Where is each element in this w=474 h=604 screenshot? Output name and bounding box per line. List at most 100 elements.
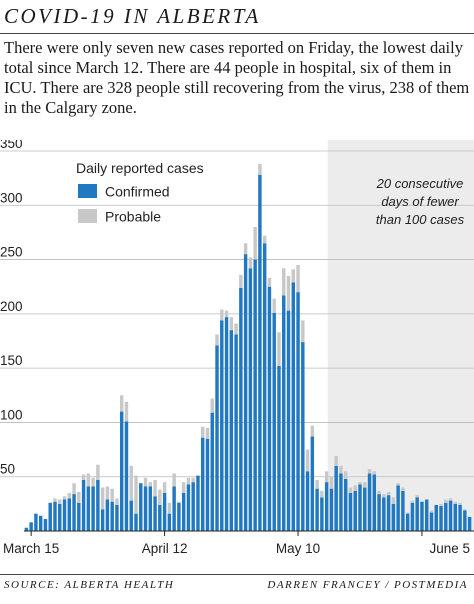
bar-confirmed [229, 330, 234, 531]
bar-probable [158, 489, 162, 505]
bar-probable [177, 501, 181, 503]
legend-label-probable: Probable [105, 209, 161, 225]
bar-confirmed [467, 516, 472, 531]
bar-confirmed [272, 312, 276, 531]
bar-confirmed [38, 515, 43, 531]
bar-confirmed [24, 527, 29, 531]
bar-probable [105, 486, 110, 500]
bar-confirmed [463, 510, 467, 531]
bar-confirmed [58, 503, 62, 531]
bar-probable [262, 235, 267, 244]
bar-confirmed [62, 499, 67, 531]
bar-confirmed [48, 502, 52, 531]
bar-confirmed [143, 486, 148, 531]
bar-probable [186, 477, 191, 485]
bar-probable [448, 498, 453, 501]
bar-confirmed [267, 286, 272, 531]
bar-probable [396, 483, 400, 486]
bar-probable [220, 309, 224, 321]
bar-probable [286, 275, 291, 311]
bar-probable [267, 278, 272, 287]
covid-cases-chart: 50 100 150 200 250 300 350 March 15 April 12 May … [0, 140, 474, 556]
bar-probable [386, 491, 391, 496]
legend-swatch-confirmed [78, 184, 97, 198]
bar-probable [100, 487, 105, 510]
bar-confirmed [201, 437, 205, 531]
bar-probable [129, 465, 133, 501]
annotation-line: 20 consecutive [376, 176, 464, 191]
bar-probable [458, 502, 462, 505]
bar-confirmed [162, 493, 167, 531]
bar-probable [96, 464, 100, 480]
bar-probable [329, 476, 334, 489]
bar-probable [239, 274, 243, 288]
bar-confirmed [86, 486, 91, 531]
bar-confirmed [262, 243, 267, 531]
bar-probable [410, 500, 415, 503]
bar-probable [124, 401, 129, 422]
bar-confirmed [177, 502, 181, 531]
chart-title: COVID-19 IN ALBERTA [4, 4, 261, 28]
bar-probable [320, 490, 324, 498]
bar-probable [77, 491, 81, 503]
bar-confirmed [234, 334, 238, 531]
bar-confirmed [405, 513, 410, 531]
y-tick-label: 250 [0, 245, 23, 260]
bar-confirmed [429, 512, 434, 531]
bar-probable [339, 465, 343, 474]
y-tick-label: 50 [0, 462, 15, 477]
bar-confirmed [334, 465, 338, 531]
bar-confirmed [100, 509, 105, 531]
bar-confirmed [434, 504, 438, 531]
bar-confirmed [315, 488, 319, 531]
bar-confirmed [296, 292, 300, 531]
bar-probable [243, 243, 248, 255]
bar-confirmed [153, 496, 157, 531]
bar-confirmed [53, 501, 57, 531]
bar-confirmed [72, 494, 76, 531]
bar-confirmed [148, 486, 153, 531]
bar-probable [172, 473, 176, 487]
bar-confirmed [291, 282, 295, 531]
bar-probable [348, 487, 353, 493]
bar-probable [382, 494, 386, 498]
x-tick-label: April 12 [142, 541, 188, 556]
bar-confirmed [377, 494, 381, 531]
bar-probable [115, 498, 119, 505]
source-credit: SOURCE: ALBERTA HEALTH [4, 579, 175, 591]
bar-confirmed [277, 365, 281, 531]
annotation-line: than 100 cases [376, 212, 465, 227]
bar-probable [229, 317, 234, 331]
bar-probable [215, 334, 219, 346]
bar-probable [358, 482, 362, 485]
bar-confirmed [410, 502, 415, 531]
bar-probable [224, 310, 229, 318]
bar-probable [353, 485, 357, 491]
bar-probable [444, 499, 448, 503]
bar-probable [291, 269, 295, 283]
bar-probable [277, 332, 281, 366]
bar-confirmed [134, 513, 138, 531]
bar-probable [86, 473, 91, 487]
title-divider [0, 33, 474, 34]
bar-confirmed [372, 474, 377, 531]
y-tick-label: 100 [0, 407, 23, 422]
bar-probable [253, 227, 257, 260]
x-tick-label: June 5 [429, 541, 470, 556]
bar-confirmed [253, 259, 257, 531]
bar-confirmed [301, 342, 305, 531]
bar-probable [234, 323, 238, 335]
bar-confirmed [425, 499, 429, 531]
bar-confirmed [239, 287, 243, 531]
bar-probable [62, 496, 67, 500]
chart-subtitle: There were only seven new cases reported… [4, 38, 470, 117]
bar-probable [210, 398, 214, 413]
bar-probable [367, 469, 372, 474]
bar-probable [301, 320, 305, 343]
bar-confirmed [343, 478, 348, 531]
bar-probable [110, 488, 114, 502]
bar-confirmed [329, 488, 334, 531]
bar-confirmed [220, 320, 224, 531]
bar-probable [324, 471, 329, 483]
bar-confirmed [115, 504, 119, 531]
